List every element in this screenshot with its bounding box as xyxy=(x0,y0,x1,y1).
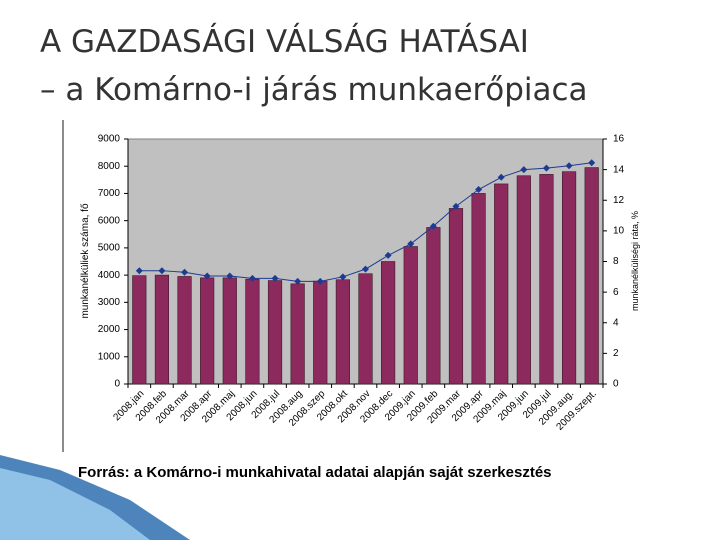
bar xyxy=(222,277,237,385)
bar xyxy=(313,280,328,385)
marker xyxy=(203,272,211,280)
y2-tick-label: 2 xyxy=(613,348,619,359)
bar xyxy=(290,283,305,385)
y-tick-label: 2000 xyxy=(98,324,121,335)
bar xyxy=(539,174,554,385)
bar xyxy=(200,277,215,385)
marker xyxy=(565,162,573,170)
decoration xyxy=(0,468,150,540)
marker xyxy=(542,164,550,172)
marker xyxy=(158,267,166,275)
marker xyxy=(520,166,528,174)
y2-axis-title: munkanélküliségi ráta, % xyxy=(630,211,640,311)
marker xyxy=(271,274,279,282)
marker xyxy=(497,173,505,181)
marker xyxy=(339,273,347,281)
marker xyxy=(362,265,369,273)
marker xyxy=(294,277,302,285)
marker xyxy=(181,268,189,276)
y2-tick-label: 16 xyxy=(613,134,625,145)
y-tick-label: 1000 xyxy=(98,351,121,362)
y-tick-label: 6000 xyxy=(98,215,121,226)
marker xyxy=(407,240,415,248)
marker xyxy=(475,186,483,194)
bar xyxy=(132,275,147,385)
bar xyxy=(381,261,396,385)
y2-tick-label: 0 xyxy=(613,379,619,390)
bar xyxy=(426,227,441,385)
y-tick-label: 9000 xyxy=(98,134,121,145)
marker xyxy=(384,251,392,259)
marker xyxy=(429,222,437,230)
y2-tick-label: 8 xyxy=(613,256,619,267)
y-tick-label: 5000 xyxy=(98,243,121,254)
bar xyxy=(471,193,486,385)
y-tick-label: 8000 xyxy=(98,161,121,172)
y-tick-label: 3000 xyxy=(98,297,121,308)
marker xyxy=(135,267,143,275)
y2-tick-label: 12 xyxy=(613,195,625,206)
marker xyxy=(248,274,256,282)
bar xyxy=(584,167,599,385)
slide-title: A GAZDASÁGI VÁLSÁG HATÁSAI xyxy=(40,24,529,60)
bar xyxy=(561,171,577,385)
bar xyxy=(267,280,283,385)
marker xyxy=(588,159,596,167)
y2-tick-label: 14 xyxy=(613,164,625,175)
y2-tick-label: 6 xyxy=(613,287,619,298)
bar xyxy=(154,274,170,385)
marker xyxy=(316,277,324,285)
bar xyxy=(516,175,531,385)
source-note: Forrás: a Komárno-i munkahivatal adatai … xyxy=(78,464,552,481)
bar xyxy=(403,246,418,385)
bar xyxy=(494,183,509,385)
y-tick-label: 4000 xyxy=(98,270,121,281)
y-tick-label: 0 xyxy=(114,379,120,390)
bar xyxy=(177,276,192,385)
marker xyxy=(226,272,234,280)
bar xyxy=(358,273,373,385)
y-axis-title: munkanélküliek száma, fő xyxy=(80,203,91,318)
bar xyxy=(335,279,350,385)
marker xyxy=(452,202,460,210)
y2-tick-label: 4 xyxy=(613,317,619,328)
bar xyxy=(245,278,260,385)
bar xyxy=(448,208,464,385)
slide-subtitle: – a Komárno-i járás munkaerőpiaca xyxy=(40,72,588,108)
y2-tick-label: 10 xyxy=(613,226,625,237)
y-tick-label: 7000 xyxy=(98,188,121,199)
